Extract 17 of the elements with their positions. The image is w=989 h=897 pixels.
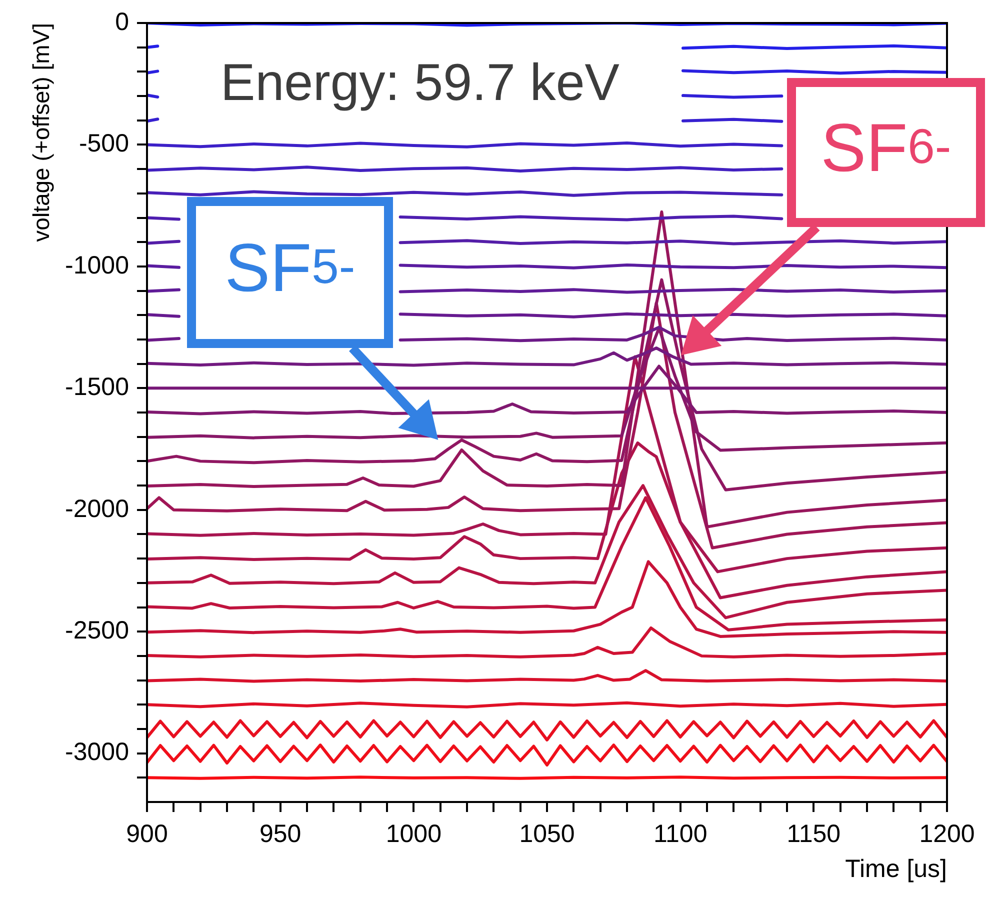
x-tick-label: 1100 bbox=[653, 820, 708, 848]
y-tick-label: 0 bbox=[115, 8, 129, 36]
x-tick-label: 950 bbox=[259, 820, 302, 848]
x-tick-label: 1150 bbox=[786, 820, 841, 848]
y-tick-label: -2000 bbox=[65, 494, 129, 523]
y-tick-label: -500 bbox=[78, 130, 129, 158]
y-axis-title: voltage (+offset) [mV] bbox=[28, 23, 54, 242]
x-tick-label: 900 bbox=[126, 820, 168, 848]
y-tick-label: -1500 bbox=[65, 373, 129, 402]
y-tick-label: -2500 bbox=[65, 616, 129, 644]
x-tick-label: 1050 bbox=[519, 820, 575, 848]
x-tick-label: 1000 bbox=[386, 820, 442, 848]
y-tick-label: -3000 bbox=[65, 738, 129, 766]
y-tick-label: -1000 bbox=[65, 251, 129, 280]
x-tick-label: 1200 bbox=[919, 820, 975, 848]
x-axis-title: Time [us] bbox=[845, 854, 947, 883]
annotation: Energy: 59.7 keV bbox=[160, 40, 680, 126]
